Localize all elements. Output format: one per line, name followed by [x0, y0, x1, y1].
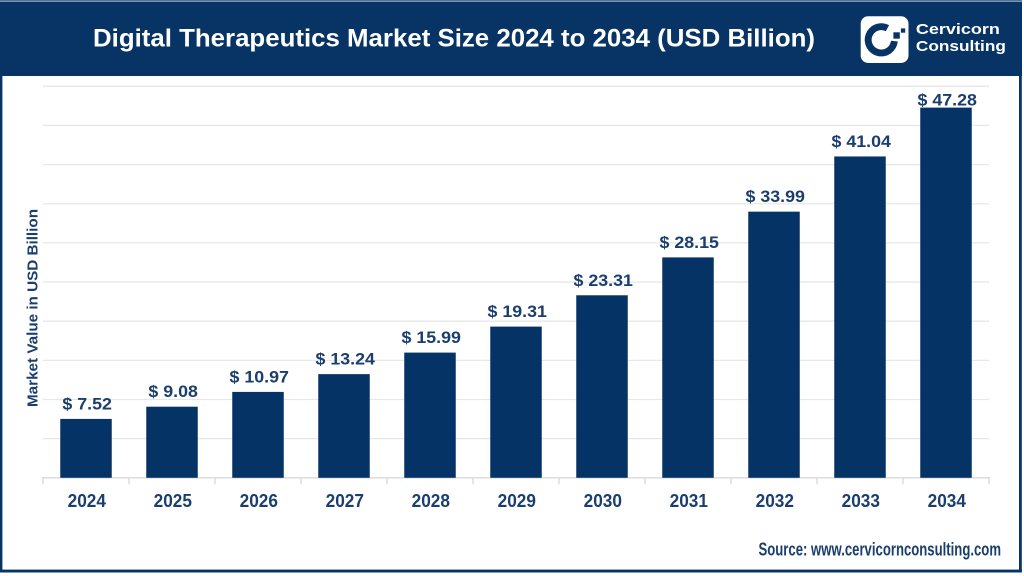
svg-text:$ 9.08: $ 9.08	[148, 382, 198, 401]
svg-text:Cervicorn: Cervicorn	[916, 22, 1000, 38]
svg-text:2027: 2027	[326, 491, 364, 511]
svg-text:$ 19.31: $ 19.31	[488, 302, 547, 321]
svg-text:2030: 2030	[584, 491, 622, 511]
svg-text:2025: 2025	[154, 491, 192, 511]
svg-text:$ 33.99: $ 33.99	[746, 187, 805, 206]
svg-text:$ 23.31: $ 23.31	[574, 271, 633, 290]
svg-text:Consulting: Consulting	[916, 39, 1006, 55]
svg-text:$ 13.24: $ 13.24	[316, 350, 376, 369]
svg-text:2029: 2029	[498, 491, 536, 511]
svg-text:Source: www.cervicornconsultin: Source: www.cervicornconsulting.com	[759, 540, 1002, 560]
svg-text:2031: 2031	[670, 491, 708, 511]
svg-text:Market Value in USD Billion: Market Value in USD Billion	[26, 209, 42, 407]
svg-text:2026: 2026	[240, 491, 278, 511]
svg-text:2024: 2024	[68, 491, 106, 511]
svg-text:$ 10.97: $ 10.97	[230, 367, 289, 386]
svg-text:2034: 2034	[928, 491, 966, 511]
svg-text:$ 47.28: $ 47.28	[918, 90, 977, 109]
svg-text:2033: 2033	[842, 491, 880, 511]
svg-text:Digital Therapeutics Market Si: Digital Therapeutics Market Size 2024 to…	[93, 24, 815, 52]
svg-text:$ 15.99: $ 15.99	[402, 328, 461, 347]
svg-text:2028: 2028	[412, 491, 450, 511]
svg-text:2032: 2032	[756, 491, 794, 511]
svg-text:$ 28.15: $ 28.15	[660, 233, 719, 252]
svg-text:$ 41.04: $ 41.04	[832, 132, 892, 151]
svg-text:$ 7.52: $ 7.52	[62, 394, 112, 413]
